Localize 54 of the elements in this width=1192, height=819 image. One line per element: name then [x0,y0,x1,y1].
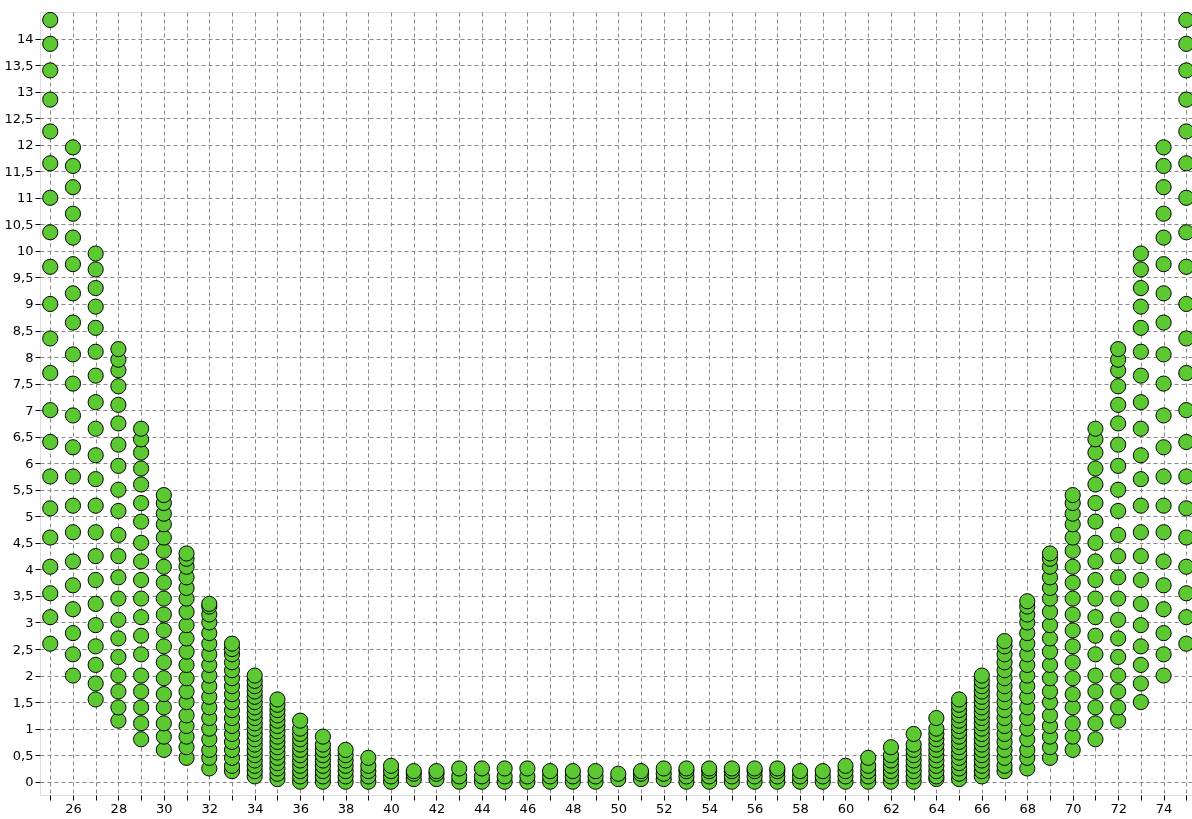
y-tick-label: 4,5 [12,535,34,551]
y-tick-label: 11,5 [4,163,34,179]
x-tick-label: 32 [201,800,219,816]
x-tick-label: 64 [928,800,946,816]
y-tick-label: 12,5 [4,110,34,126]
x-tick-label: 46 [519,800,537,816]
y-tick-label: 12 [16,137,34,153]
y-tick-label: 2,5 [12,641,34,657]
y-tick-label: 5 [25,508,34,524]
y-tick-label: 10,5 [4,216,34,232]
x-tick-label: 30 [156,800,173,816]
x-tick-label: 74 [1155,800,1173,816]
x-tick-label: 68 [1019,800,1037,816]
y-tick-label: 1,5 [12,694,34,710]
x-tick-label: 48 [565,800,582,816]
y-tick-label: 14 [16,31,34,47]
x-tick-label: 40 [383,800,400,816]
y-tick-label: 8,5 [12,323,34,339]
x-tick-label: 52 [655,800,673,816]
x-tick-label: 60 [837,800,855,816]
y-tick-label: 4 [25,561,34,577]
y-tick-label: 8 [25,349,34,365]
y-tick-label: 6 [25,455,34,471]
x-tick-label: 28 [110,800,128,816]
y-tick-label: 0,5 [12,747,34,763]
y-tick-label: 9 [25,296,34,312]
y-tick-label: 3 [25,614,34,630]
x-tick-label: 36 [292,800,309,816]
y-tick-label: 5,5 [12,482,34,498]
y-tick-label: 10 [16,243,34,259]
y-tick-label: 11 [16,190,34,206]
x-tick-label: 38 [337,800,355,816]
y-tick-label: 13,5 [4,57,34,73]
y-tick-label: 7,5 [12,376,34,392]
x-tick-label: 54 [701,800,718,816]
x-tick-label: 72 [1110,800,1127,816]
y-tick-label: 7 [25,402,34,418]
x-tick-label: 66 [974,800,991,816]
x-tick-label: 26 [65,800,82,816]
y-tick-label: 9,5 [12,269,34,285]
x-tick-label: 42 [428,800,446,816]
x-tick-label: 34 [246,800,264,816]
y-tick-label: 6,5 [12,429,34,445]
x-tick-label: 50 [610,800,628,816]
y-tick-label: 13 [16,84,34,100]
y-tick-label: 0 [25,774,34,790]
x-tick-label: 62 [883,800,900,816]
x-tick-label: 56 [746,800,764,816]
x-tick-label: 58 [792,800,809,816]
x-tick-label: 70 [1064,800,1082,816]
x-tick-label: 44 [474,800,491,816]
y-tick-label: 1 [25,721,34,737]
y-tick-label: 2 [25,668,34,684]
y-tick-label: 3,5 [12,588,34,604]
